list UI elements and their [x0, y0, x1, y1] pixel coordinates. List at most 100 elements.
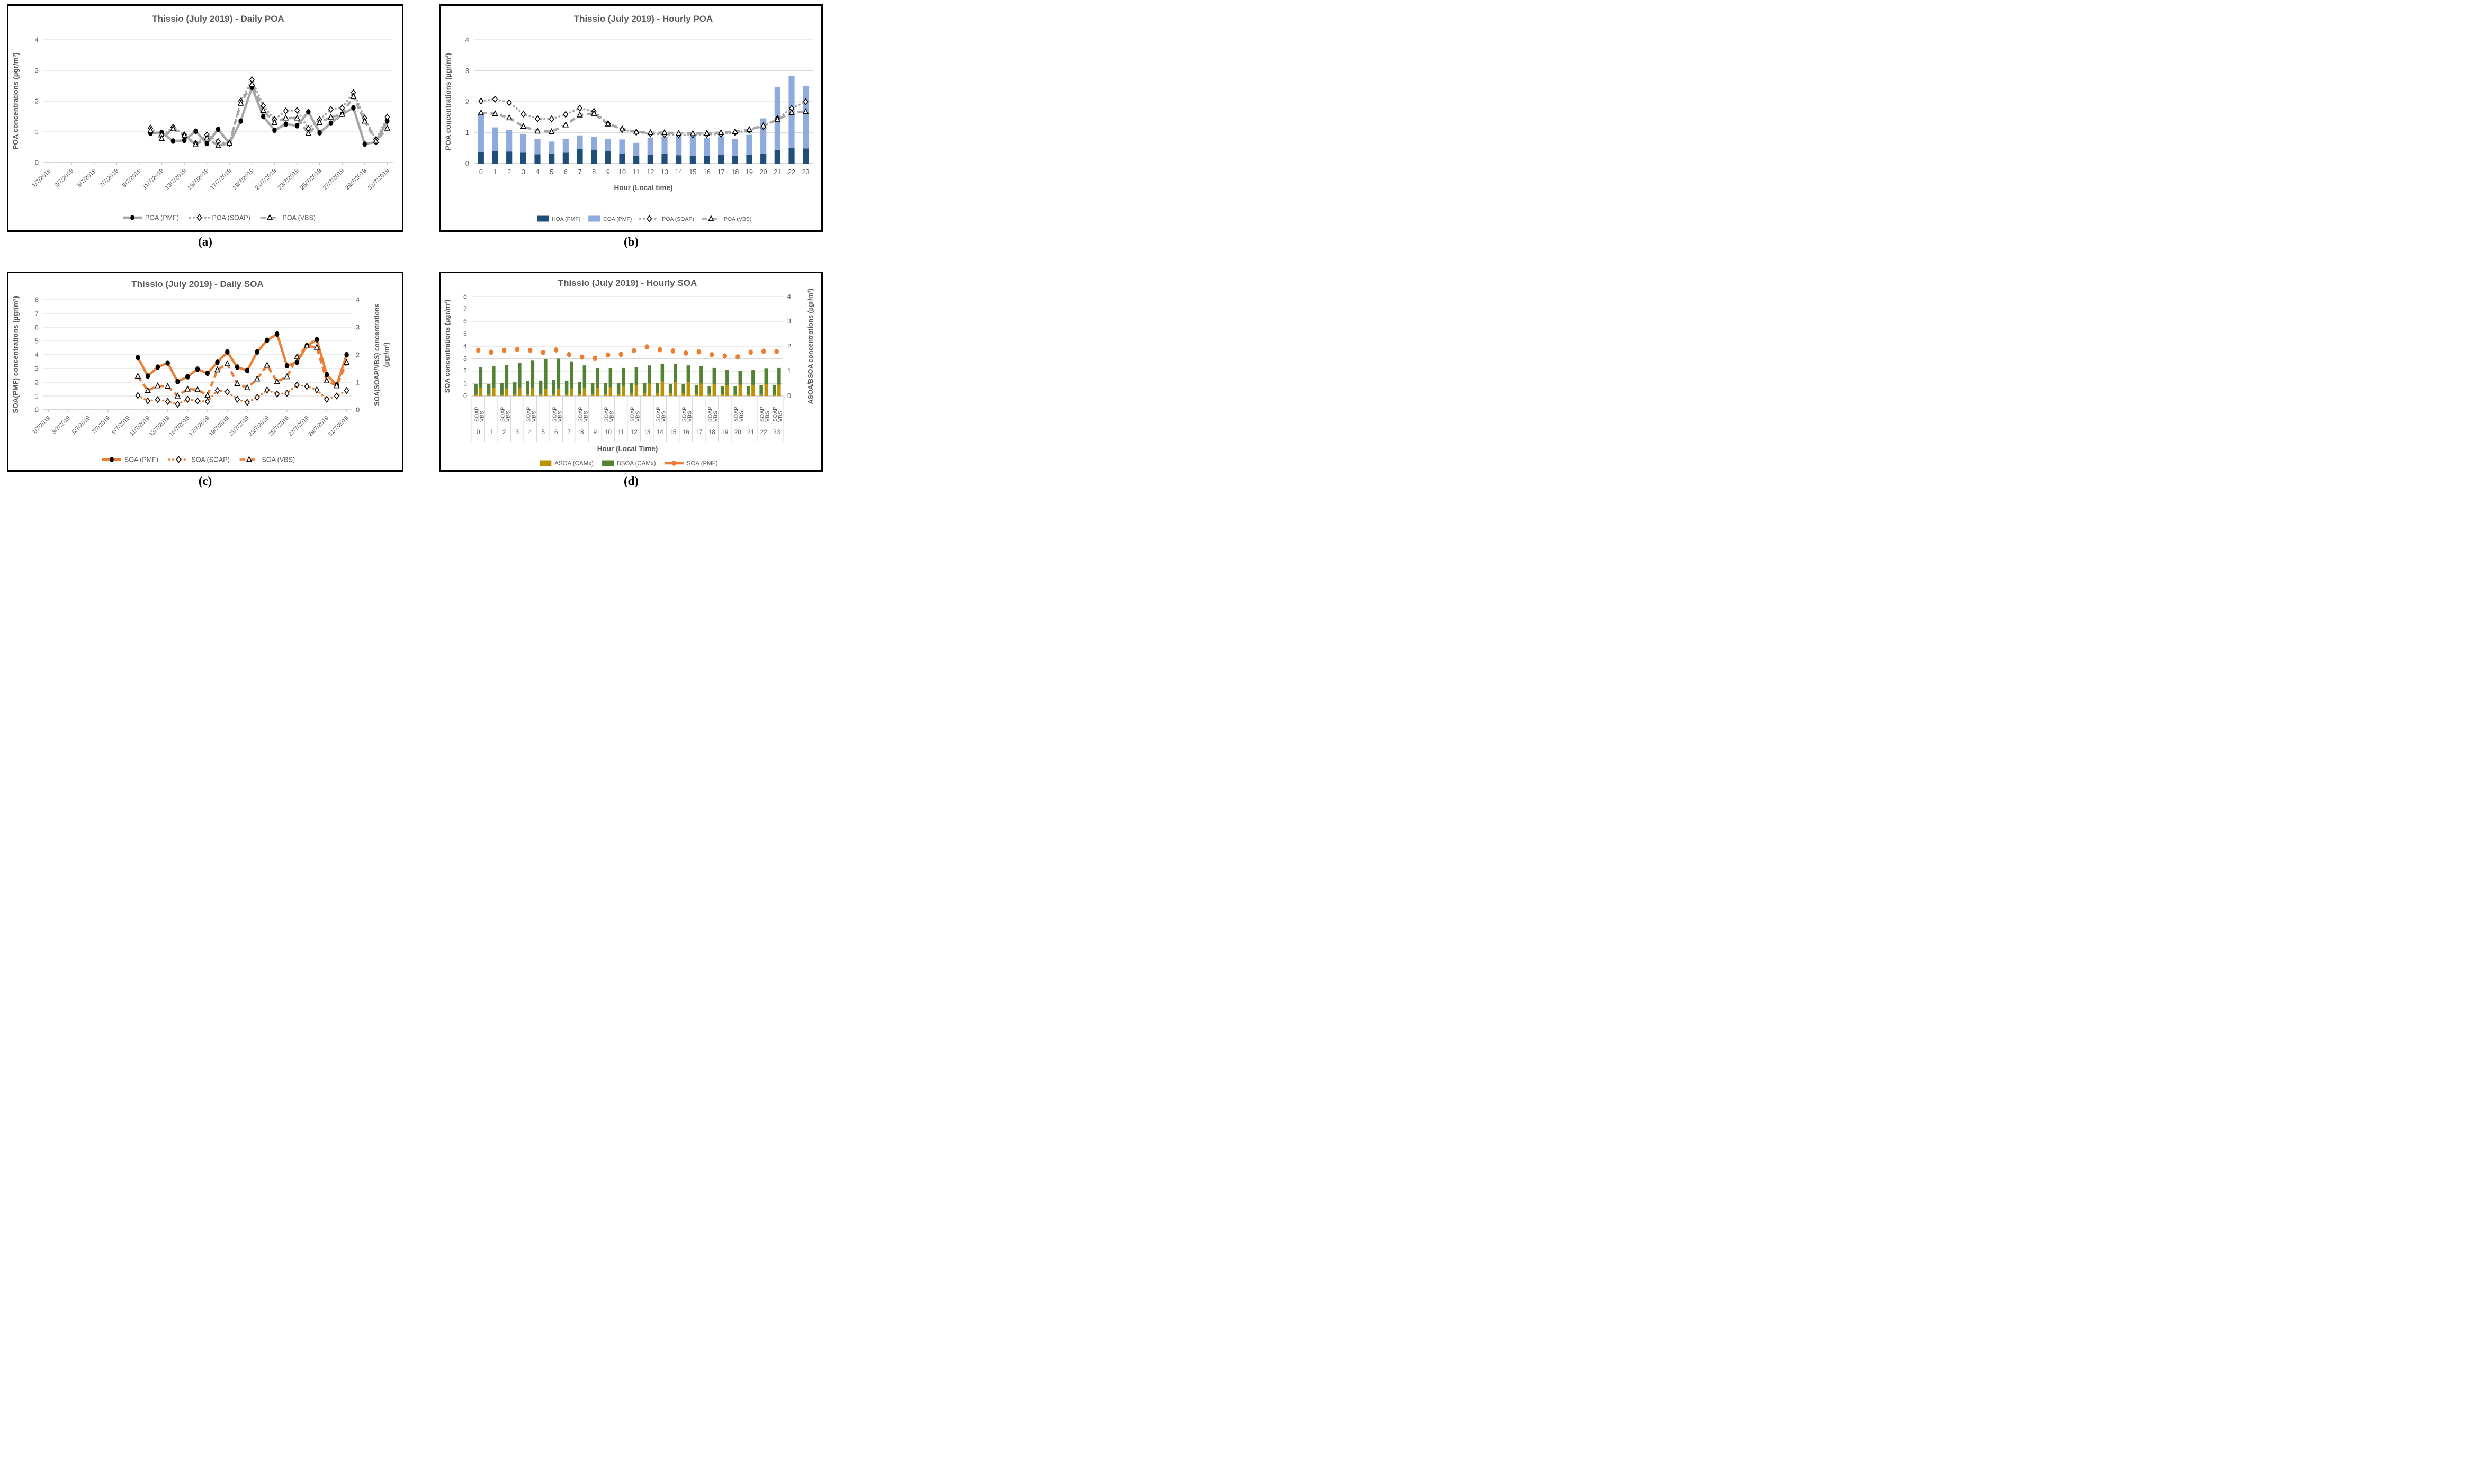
- svg-text:VBS: VBS: [660, 411, 667, 422]
- svg-text:1: 1: [463, 380, 467, 388]
- svg-text:1/7/2019: 1/7/2019: [31, 168, 52, 189]
- svg-text:2: 2: [465, 98, 469, 106]
- svg-text:4: 4: [465, 36, 469, 44]
- svg-text:BSOA (CAMx): BSOA (CAMx): [617, 461, 656, 467]
- svg-text:VBS: VBS: [531, 411, 537, 422]
- svg-text:7/7/2019: 7/7/2019: [91, 415, 111, 436]
- svg-text:12: 12: [631, 428, 638, 436]
- svg-text:Hour (Local time): Hour (Local time): [614, 184, 672, 192]
- svg-text:23/7/2019: 23/7/2019: [276, 168, 300, 192]
- svg-text:9: 9: [593, 428, 597, 436]
- svg-text:6: 6: [554, 428, 558, 436]
- svg-text:VBS: VBS: [582, 411, 589, 422]
- svg-text:1: 1: [35, 128, 39, 136]
- svg-text:SOAP: SOAP: [733, 407, 739, 422]
- svg-text:31/7/2019: 31/7/2019: [327, 415, 350, 438]
- svg-text:POA (SOAP): POA (SOAP): [212, 214, 250, 222]
- svg-text:20: 20: [734, 428, 742, 436]
- svg-text:11: 11: [618, 428, 625, 436]
- svg-text:POA concentrations (µgr/m³): POA concentrations (µgr/m³): [444, 53, 452, 150]
- chart-hourly-soa: Thissio (July 2019) - Hourly SOA01234567…: [443, 278, 814, 467]
- svg-text:SOAP: SOAP: [525, 407, 532, 422]
- svg-text:3: 3: [463, 355, 467, 363]
- svg-text:5/7/2019: 5/7/2019: [76, 168, 97, 189]
- svg-text:1/7/2019: 1/7/2019: [31, 415, 52, 436]
- svg-text:16: 16: [683, 428, 690, 436]
- svg-text:3/7/2019: 3/7/2019: [51, 415, 71, 436]
- svg-text:(µgr/m³): (µgr/m³): [383, 343, 390, 367]
- svg-text:2: 2: [507, 168, 511, 176]
- svg-text:21/7/2019: 21/7/2019: [228, 415, 250, 438]
- svg-text:29/7/2019: 29/7/2019: [344, 168, 368, 192]
- svg-text:HOA (PMF): HOA (PMF): [552, 216, 580, 222]
- svg-text:VBS: VBS: [777, 411, 784, 422]
- svg-text:13/7/2019: 13/7/2019: [148, 415, 171, 438]
- svg-text:VBS: VBS: [686, 411, 693, 422]
- svg-text:17: 17: [717, 168, 725, 176]
- svg-text:8: 8: [463, 293, 467, 300]
- svg-text:1: 1: [787, 367, 791, 375]
- svg-text:3: 3: [515, 428, 519, 436]
- svg-text:4: 4: [35, 351, 39, 359]
- svg-text:5: 5: [35, 337, 39, 345]
- svg-text:ASOA/BSOA concentrations (µgr/: ASOA/BSOA concentrations (µgr/m³): [807, 289, 814, 404]
- svg-text:3/7/2019: 3/7/2019: [53, 168, 75, 189]
- svg-text:27/7/2019: 27/7/2019: [288, 415, 310, 438]
- svg-text:9/7/2019: 9/7/2019: [121, 168, 142, 189]
- caption-d: (d): [623, 474, 639, 488]
- svg-text:8: 8: [35, 296, 39, 304]
- svg-text:2: 2: [463, 367, 467, 375]
- svg-text:15: 15: [669, 428, 677, 436]
- svg-text:0: 0: [35, 406, 39, 414]
- svg-text:19: 19: [721, 428, 729, 436]
- svg-text:27/7/2019: 27/7/2019: [322, 168, 346, 192]
- svg-text:19/7/2019: 19/7/2019: [208, 415, 230, 438]
- svg-text:COA (PMF): COA (PMF): [603, 216, 632, 222]
- svg-text:Thissio (July 2019) - Daily SO: Thissio (July 2019) - Daily SOA: [131, 279, 263, 289]
- svg-text:17/7/2019: 17/7/2019: [209, 168, 233, 192]
- svg-text:4: 4: [787, 293, 791, 300]
- svg-text:SOA (PMF): SOA (PMF): [687, 461, 718, 467]
- svg-text:31/7/2019: 31/7/2019: [367, 168, 391, 192]
- svg-text:9/7/2019: 9/7/2019: [111, 415, 131, 436]
- svg-text:8: 8: [580, 428, 584, 436]
- svg-text:POA (VBS): POA (VBS): [283, 214, 316, 222]
- svg-text:SOAP: SOAP: [707, 407, 713, 422]
- svg-text:14: 14: [657, 428, 664, 436]
- svg-text:1: 1: [489, 428, 493, 436]
- svg-text:5/7/2019: 5/7/2019: [71, 415, 92, 436]
- svg-text:Thissio (July 2019) - Hourly P: Thissio (July 2019) - Hourly POA: [574, 14, 713, 24]
- svg-text:Thissio (July 2019) - Hourly S: Thissio (July 2019) - Hourly SOA: [558, 278, 697, 288]
- svg-text:SOAP: SOAP: [772, 407, 778, 422]
- svg-text:4: 4: [35, 36, 39, 44]
- panel-hourly-soa: Thissio (July 2019) - Hourly SOA 0 1 2 3 4 5 6 7…: [439, 272, 823, 472]
- svg-text:ASOA (CAMx): ASOA (CAMx): [554, 461, 594, 467]
- svg-text:0: 0: [479, 168, 483, 176]
- svg-text:SOAP: SOAP: [629, 407, 635, 422]
- svg-text:7/7/2019: 7/7/2019: [98, 168, 120, 189]
- svg-text:2: 2: [35, 97, 39, 105]
- svg-text:POA concentrations (µgr/m³): POA concentrations (µgr/m³): [12, 52, 20, 150]
- svg-text:SOA (PMF): SOA (PMF): [124, 456, 158, 464]
- svg-text:3: 3: [35, 67, 39, 75]
- chart-daily-poa: Thissio (July 2019) - Daily POA 0 1 2 3 4 1/7/…: [12, 14, 393, 222]
- svg-text:0: 0: [477, 428, 480, 436]
- svg-text:VBS: VBS: [608, 411, 615, 422]
- svg-text:15/7/2019: 15/7/2019: [186, 168, 210, 192]
- svg-text:4: 4: [528, 428, 532, 436]
- figure-page: Thissio (July 2019) - Daily POA 0 1 2 3 4 1/7/…: [0, 0, 829, 494]
- svg-text:22: 22: [760, 428, 768, 436]
- svg-text:18: 18: [731, 168, 739, 176]
- svg-text:21/7/2019: 21/7/2019: [254, 168, 278, 192]
- caption-a: (a): [198, 235, 212, 248]
- svg-text:0: 0: [356, 406, 360, 414]
- svg-text:2: 2: [356, 351, 360, 359]
- svg-text:17: 17: [695, 428, 703, 436]
- svg-text:15: 15: [689, 168, 696, 176]
- svg-text:23: 23: [802, 168, 810, 176]
- svg-text:3: 3: [465, 67, 469, 75]
- svg-text:0: 0: [787, 392, 791, 400]
- svg-text:25/7/2019: 25/7/2019: [267, 415, 290, 438]
- svg-text:POA (VBS): POA (VBS): [724, 216, 752, 222]
- svg-text:20: 20: [760, 168, 767, 176]
